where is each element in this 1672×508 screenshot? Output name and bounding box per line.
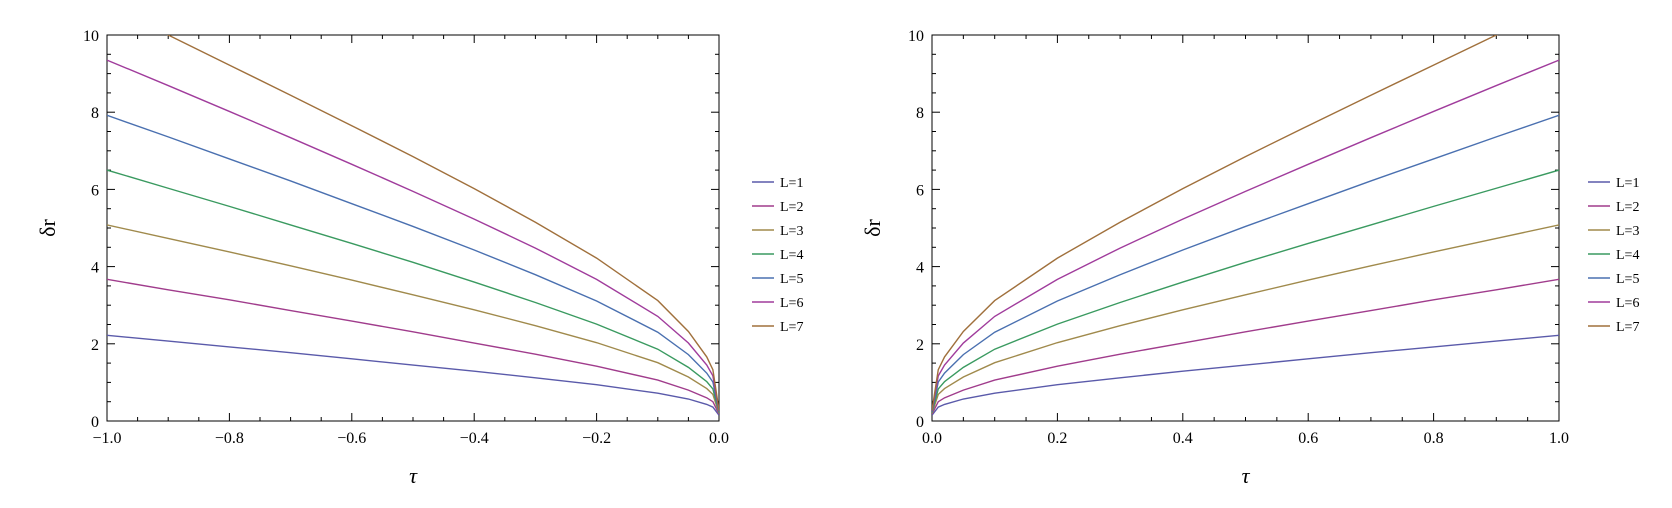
- legend-label: L=6: [780, 296, 803, 311]
- series-line-L=6: [107, 59, 719, 412]
- legend-label: L=4: [780, 248, 803, 263]
- plot-area: [932, 35, 1559, 416]
- legend-label: L=1: [780, 176, 803, 191]
- y-tick-label: 10: [908, 28, 924, 45]
- series-line-L=2: [932, 278, 1559, 415]
- y-tick-label: 4: [916, 260, 924, 277]
- y-tick-label: 10: [83, 28, 99, 45]
- y-tick-label: 0: [91, 414, 99, 431]
- legend-label: L=2: [1616, 200, 1639, 215]
- x-tick-label: 0.8: [1424, 430, 1444, 447]
- legend-label: L=4: [1616, 248, 1639, 263]
- legend-label: L=2: [780, 200, 803, 215]
- series-line-L=5: [932, 114, 1559, 412]
- legend-label: L=7: [1616, 320, 1639, 335]
- x-axis-label: τ: [1242, 463, 1251, 488]
- x-tick-label: −0.8: [215, 430, 244, 447]
- legend: L=1 L=2 L=3 L=4 L=5 L=6 L=7: [1588, 176, 1639, 335]
- chart-right: 0.0 0.2 0.4 0.6 0.8 1.0 0 2 4 6 8 10 τ δr L=1 L=2 L=3 L=4…: [860, 28, 1639, 488]
- series-line-L=4: [107, 169, 719, 413]
- series-line-L=2: [107, 278, 719, 415]
- y-tick-label: 4: [91, 260, 99, 277]
- legend-label: L=1: [1616, 176, 1639, 191]
- x-axis-label: τ: [409, 463, 418, 488]
- series-line-L=1: [107, 334, 719, 416]
- legend-label: L=6: [1616, 296, 1639, 311]
- series-line-L=6: [932, 59, 1559, 412]
- series-line-L=7: [932, 35, 1498, 411]
- legend-label: L=3: [780, 224, 803, 239]
- y-tick-label: 2: [916, 337, 924, 354]
- x-tick-label: −0.6: [337, 430, 366, 447]
- x-tick-label: −0.2: [582, 430, 611, 447]
- y-tick-label: 2: [91, 337, 99, 354]
- y-tick-label: 6: [91, 182, 99, 199]
- y-tick-label: 8: [916, 105, 924, 122]
- y-tick-label: 8: [91, 105, 99, 122]
- legend-label: L=5: [780, 272, 803, 287]
- x-tick-label: 0.4: [1173, 430, 1193, 447]
- series-line-L=1: [932, 334, 1559, 416]
- series-line-L=5: [107, 114, 719, 412]
- plot-frame: [931, 34, 1560, 422]
- y-tick-label: 6: [916, 182, 924, 199]
- x-tick-label: 1.0: [1549, 430, 1569, 447]
- series-line-L=7: [166, 35, 719, 411]
- x-tick-label: −0.4: [460, 430, 489, 447]
- x-tick-label: 0.6: [1298, 430, 1318, 447]
- x-tick-label: −1.0: [92, 430, 121, 447]
- series-line-L=3: [932, 224, 1559, 414]
- legend-label: L=3: [1616, 224, 1639, 239]
- x-tick-label: 0.2: [1047, 430, 1067, 447]
- x-tick-label: 0.0: [922, 430, 942, 447]
- y-axis-label: δr: [35, 218, 60, 236]
- chart-left: −1.0 −0.8 −0.6 −0.4 −0.2 0.00246810τδrL=1L=2L…: [35, 28, 803, 488]
- x-tick-label: 0.0: [709, 430, 729, 447]
- plot-area: [107, 35, 719, 416]
- series-line-L=4: [932, 169, 1559, 413]
- plot-frame: [106, 34, 720, 422]
- legend-label: L=5: [1616, 272, 1639, 287]
- series-line-L=3: [107, 224, 719, 414]
- y-tick-label: 0: [916, 414, 924, 431]
- legend-label: L=7: [780, 320, 803, 335]
- y-axis-label: δr: [860, 218, 885, 236]
- legend: L=1 L=2 L=3 L=4 L=5 L=6 L=7: [752, 176, 803, 335]
